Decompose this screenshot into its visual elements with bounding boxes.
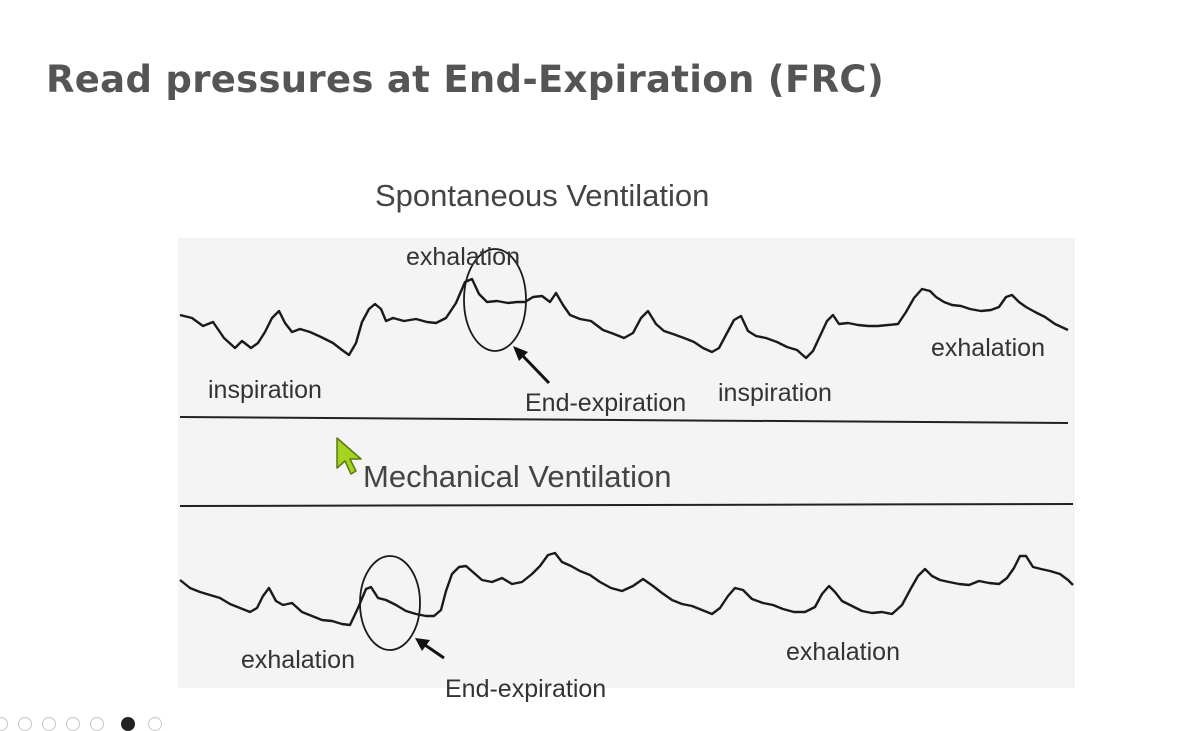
mechanical-trace (179, 551, 1074, 627)
label-inspiration-top-2: inspiration (718, 379, 832, 407)
upper-divider (179, 416, 1069, 424)
label-exhalation-bottom-1: exhalation (241, 646, 355, 674)
pen-icon[interactable] (18, 717, 32, 731)
label-end-expiration-bottom: End-expiration (445, 675, 607, 703)
subtitles-icon[interactable] (90, 717, 104, 731)
more-icon[interactable] (148, 717, 162, 731)
slides-icon[interactable] (42, 717, 56, 731)
slide-title: Read pressures at End-Expiration (FRC) (46, 58, 885, 101)
arrow-top-head (513, 346, 528, 361)
end-expiration-circle-bottom (359, 555, 421, 651)
camera-icon[interactable] (121, 717, 135, 731)
label-inspiration-top-1: inspiration (208, 376, 322, 404)
previous-icon[interactable] (0, 717, 8, 731)
label-end-expiration-top: End-expiration (525, 389, 687, 417)
presenter-toolbar (0, 715, 190, 731)
label-exhalation-top-1: exhalation (406, 243, 520, 271)
zoom-icon[interactable] (66, 717, 80, 731)
lower-divider (179, 503, 1074, 507)
arrow-bottom-shaft (424, 643, 445, 660)
spontaneous-trace (179, 277, 1069, 360)
label-exhalation-bottom-2: exhalation (786, 638, 900, 666)
arrow-cursor-icon (336, 437, 362, 475)
waveform-figure (178, 238, 1075, 688)
label-exhalation-top-2: exhalation (931, 334, 1045, 362)
spontaneous-heading: Spontaneous Ventilation (375, 178, 710, 213)
arrow-bottom-head (415, 638, 430, 651)
arrow-top-shaft (520, 353, 551, 385)
end-expiration-circle-top (463, 248, 527, 352)
mechanical-heading: Mechanical Ventilation (363, 459, 672, 494)
